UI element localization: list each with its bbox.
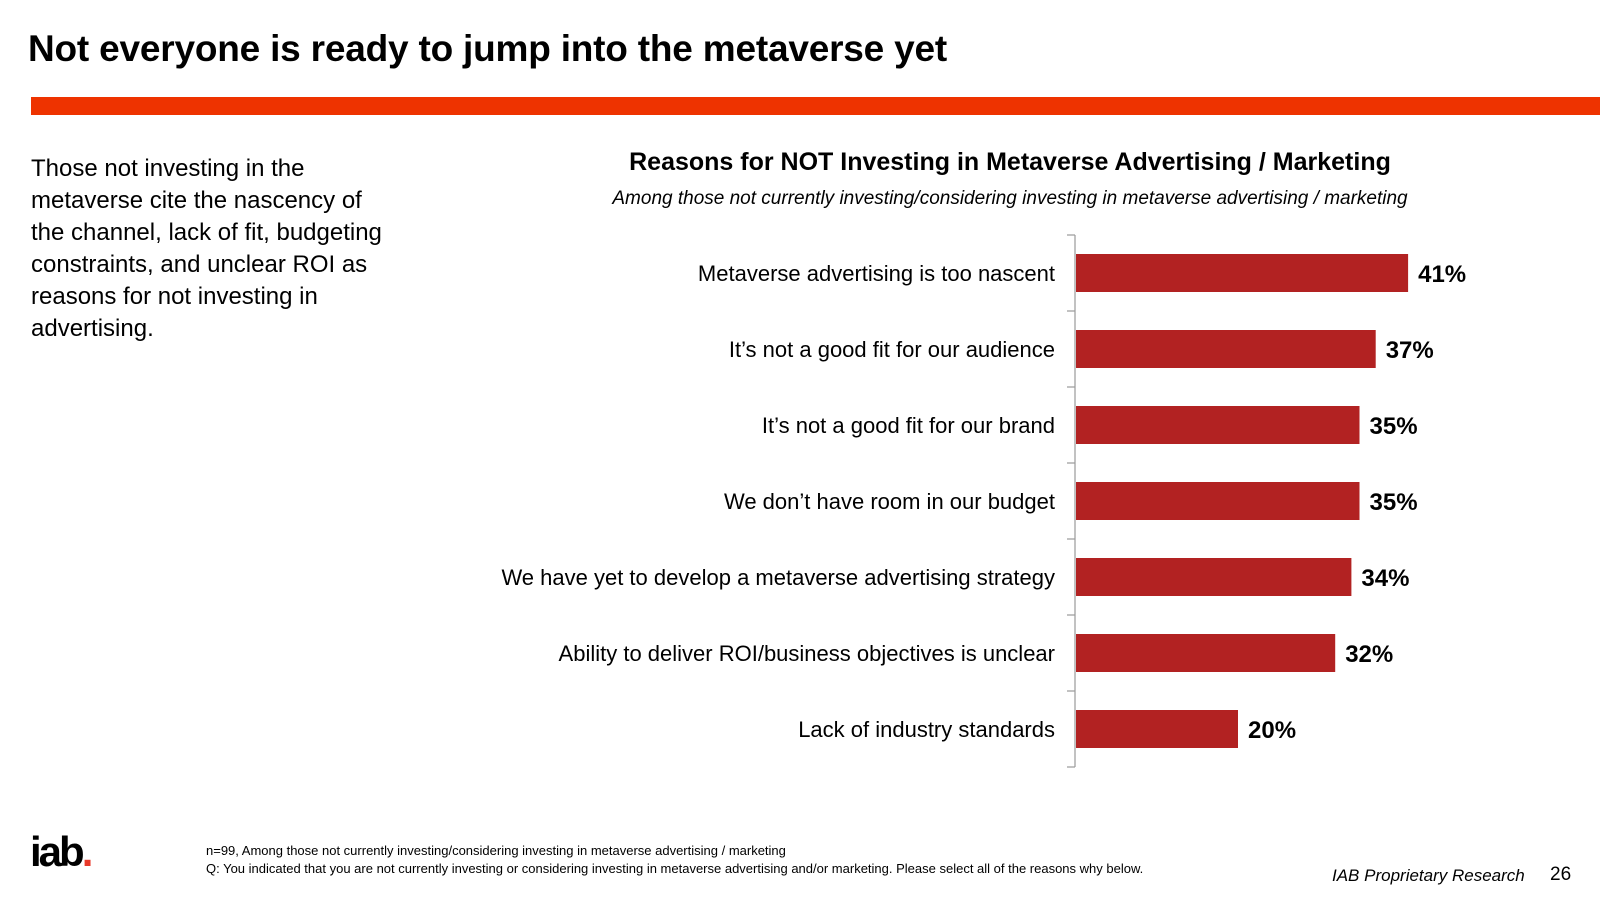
bar bbox=[1076, 330, 1376, 368]
bar bbox=[1076, 710, 1238, 748]
bar bbox=[1076, 558, 1352, 596]
research-credit: IAB Proprietary Research bbox=[1332, 866, 1525, 885]
accent-bar bbox=[31, 97, 1600, 115]
value-label: 34% bbox=[1361, 565, 1409, 592]
bar bbox=[1076, 254, 1409, 292]
value-label: 32% bbox=[1345, 641, 1393, 668]
bar bbox=[1076, 634, 1336, 672]
value-label: 20% bbox=[1248, 717, 1296, 744]
value-label: 35% bbox=[1370, 413, 1418, 440]
page-number: 26 bbox=[1550, 864, 1572, 885]
category-label: It’s not a good fit for our brand bbox=[762, 413, 1055, 438]
iab-logo: iab. bbox=[30, 828, 93, 875]
category-label: We have yet to develop a metaverse adver… bbox=[501, 565, 1055, 590]
chart-subtitle: Among those not currently investing/cons… bbox=[612, 188, 1408, 209]
slide-title: Not everyone is ready to jump into the m… bbox=[28, 28, 948, 69]
footnote-sample: n=99, Among those not currently investin… bbox=[206, 843, 786, 858]
footnote-question: Q: You indicated that you are not curren… bbox=[206, 861, 1144, 876]
category-label: We don’t have room in our budget bbox=[724, 489, 1055, 514]
value-label: 41% bbox=[1418, 261, 1466, 288]
summary-text: Those not investing in the metaverse cit… bbox=[31, 155, 382, 342]
category-label: Lack of industry standards bbox=[798, 717, 1055, 742]
bar bbox=[1076, 482, 1360, 520]
chart-title: Reasons for NOT Investing in Metaverse A… bbox=[629, 148, 1391, 176]
category-label: Ability to deliver ROI/business objectiv… bbox=[559, 641, 1055, 666]
value-label: 37% bbox=[1386, 337, 1434, 364]
category-label: It’s not a good fit for our audience bbox=[729, 337, 1055, 362]
bar bbox=[1076, 406, 1360, 444]
category-label: Metaverse advertising is too nascent bbox=[698, 261, 1055, 286]
footnotes: n=99, Among those not currently investin… bbox=[206, 842, 1143, 878]
value-label: 35% bbox=[1370, 489, 1418, 516]
